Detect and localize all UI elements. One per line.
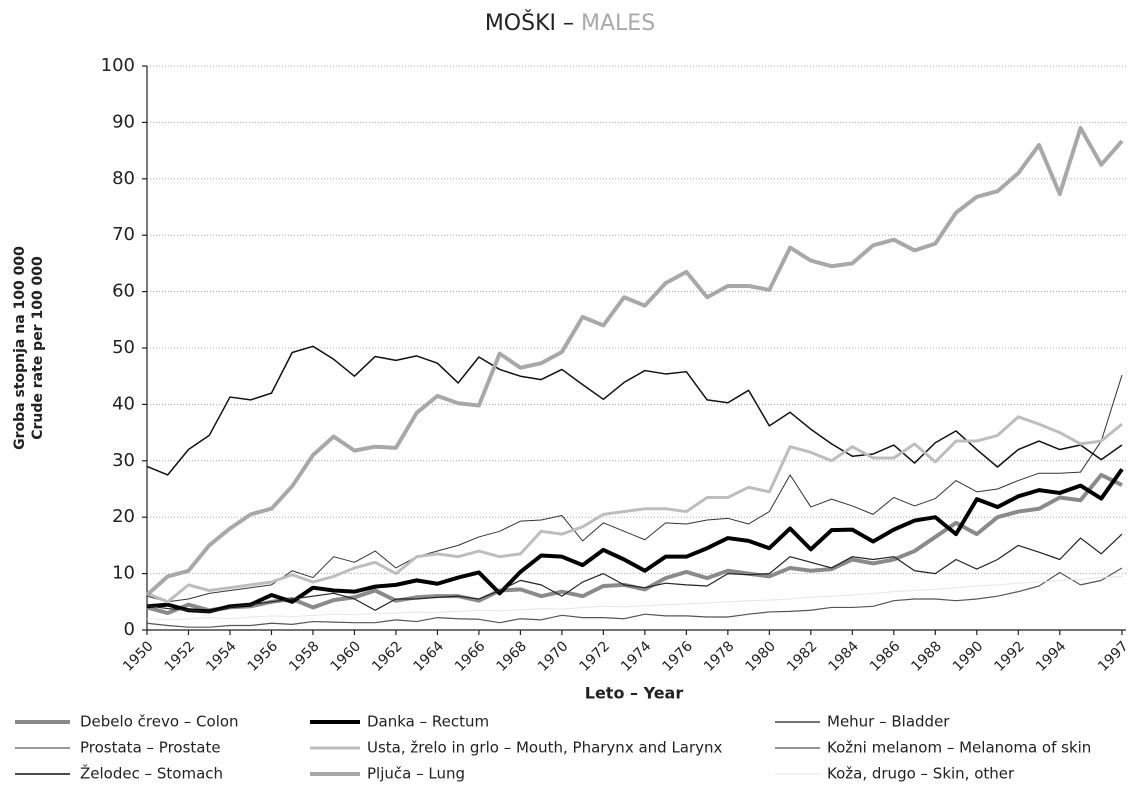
y-tick-label: 90 xyxy=(112,111,135,132)
series-line xyxy=(146,575,1123,621)
series-line xyxy=(146,374,1123,603)
y-label: Groba stopnja na 100 000 xyxy=(12,246,28,450)
x-tick-label: 1980 xyxy=(742,638,779,675)
legend-label: Mehur – Bladder xyxy=(827,713,950,731)
legend-label: Danka – Rectum xyxy=(367,713,489,731)
x-label: Leto – Year xyxy=(585,684,684,703)
x-tick-label: 1974 xyxy=(618,638,655,675)
y-tick-label: 70 xyxy=(112,224,135,245)
legend-label: Želodec – Stomach xyxy=(80,764,223,783)
x-tick-label: 1958 xyxy=(286,638,323,675)
series-line xyxy=(146,472,1123,616)
y-tick-label: 80 xyxy=(112,168,135,189)
x-tick-label: 1968 xyxy=(494,638,531,675)
y-tick-label: 60 xyxy=(112,281,135,302)
x-tick-label: 1956 xyxy=(245,638,282,675)
x-tick-label: 1970 xyxy=(535,638,572,675)
x-tick-label: 1964 xyxy=(411,638,448,675)
series-line xyxy=(146,468,1124,614)
legend-label: Koža, drugo – Skin, other xyxy=(827,765,1015,783)
legend-label: Debelo črevo – Colon xyxy=(80,713,239,731)
x-tick-label: 1992 xyxy=(991,638,1028,675)
y-tick-label: 30 xyxy=(112,450,135,471)
x-tick-label: 1994 xyxy=(1033,638,1070,675)
legend-label: Kožni melanom – Melanoma of skin xyxy=(827,739,1091,757)
y-tick-label: 100 xyxy=(101,55,135,76)
y-tick-label: 50 xyxy=(112,337,135,358)
series-line xyxy=(146,345,1123,476)
x-tick-label: 1960 xyxy=(328,638,365,675)
x-tick-label: 1997 xyxy=(1095,638,1132,675)
series-line xyxy=(146,533,1123,613)
x-tick-label: 1988 xyxy=(908,638,945,675)
series-line xyxy=(146,567,1123,628)
x-tick-label: 1972 xyxy=(577,638,614,675)
title-en: MALES xyxy=(581,11,655,36)
title-sl: MOŠKI – xyxy=(485,10,581,36)
x-tick-label: 1966 xyxy=(452,638,489,675)
y-tick-label: 10 xyxy=(112,563,135,584)
x-tick-label: 1990 xyxy=(950,638,987,675)
x-tick-label: 1962 xyxy=(369,638,406,675)
series-line xyxy=(145,126,1124,597)
series-line xyxy=(146,415,1123,604)
x-tick-label: 1986 xyxy=(867,638,904,675)
x-tick-label: 1952 xyxy=(162,638,199,675)
legend-label: Usta, žrelo in grlo – Mouth, Pharynx and… xyxy=(367,739,723,757)
legend-label: Prostata – Prostate xyxy=(80,739,221,757)
x-tick-label: 1950 xyxy=(120,638,157,675)
x-tick-label: 1982 xyxy=(784,638,821,675)
y-tick-label: 0 xyxy=(124,619,135,640)
chart-title: MOŠKI – MALES xyxy=(485,10,655,36)
y-tick-label: 20 xyxy=(112,506,135,527)
y-tick-label: 40 xyxy=(112,393,135,414)
y-label: Crude rate per 100 000 xyxy=(30,256,46,440)
legend-label: Pljuča – Lung xyxy=(367,765,465,783)
x-tick-label: 1976 xyxy=(660,638,697,675)
x-tick-label: 1984 xyxy=(825,638,862,675)
x-tick-label: 1978 xyxy=(701,638,738,675)
x-tick-label: 1954 xyxy=(203,638,240,675)
